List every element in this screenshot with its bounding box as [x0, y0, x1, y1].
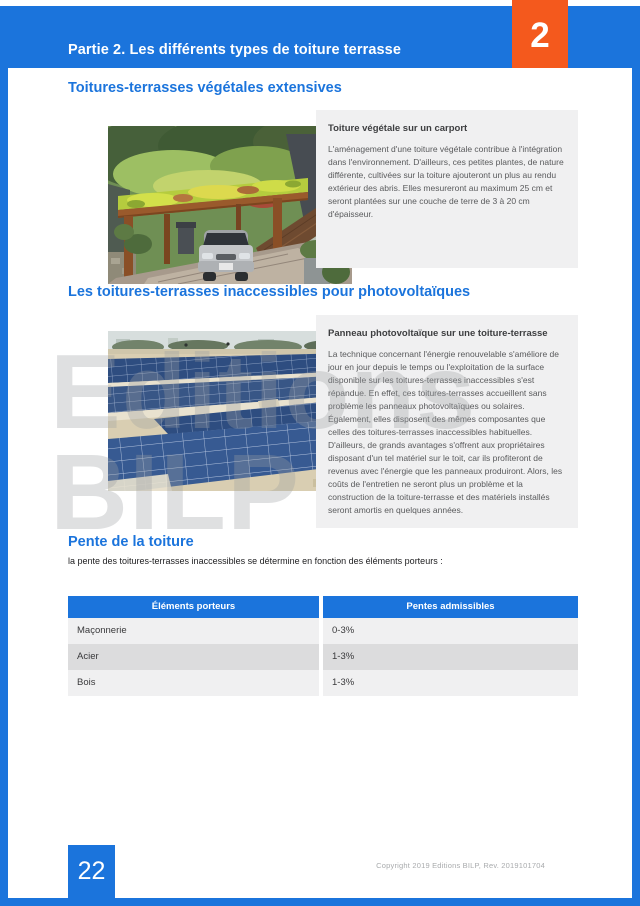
page-border-bottom [0, 898, 640, 906]
chapter-number: 2 [530, 16, 550, 55]
pente-table: Éléments porteurs Pentes admissibles Maç… [68, 596, 578, 696]
callout-title: Panneau photovoltaïque sur une toiture-t… [328, 328, 548, 339]
callout-body: La technique concernant l'énergie renouv… [328, 348, 563, 515]
page-number-badge: 22 [68, 845, 115, 898]
table-header-elements-porteurs: Éléments porteurs [68, 596, 319, 618]
carport-green-roof-photo [108, 126, 352, 284]
callout-box-toiture-vegetale: Toiture végétale sur un carport L'aménag… [316, 110, 578, 268]
table-cell-bois: Bois [68, 670, 319, 696]
table-cell-maconnerie: Maçonnerie [68, 618, 319, 644]
chapter-number-badge: 2 [512, 0, 568, 68]
page-number: 22 [77, 857, 106, 885]
callout-title: Toiture végétale sur un carport [328, 123, 468, 134]
page-border-right [632, 6, 640, 906]
table-header-pentes-admissibles: Pentes admissibles [323, 596, 578, 618]
solar-panels-illustration [108, 331, 352, 491]
callout-box-photovoltaique: Panneau photovoltaïque sur une toiture-t… [316, 315, 578, 528]
copyright-text: Copyright 2019 Editions BILP, Rev. 20191… [376, 861, 545, 870]
table-cell-acier-pente: 1-3% [323, 644, 578, 670]
section-heading-toitures-vegetales: Toitures-terrasses végétales extensives [68, 80, 342, 96]
callout-body: L'aménagement d'une toiture végétale con… [328, 143, 564, 219]
solar-panels-photo [108, 331, 352, 491]
section-heading-pente: Pente de la toiture [68, 534, 194, 550]
table-cell-bois-pente: 1-3% [323, 670, 578, 696]
section-heading-photovoltaiques: Les toitures-terrasses inaccessibles pou… [68, 284, 471, 300]
pente-intro-text: la pente des toitures-terrasses inaccess… [68, 556, 443, 566]
table-cell-maconnerie-pente: 0-3% [323, 618, 578, 644]
page-border-left [0, 6, 8, 906]
chapter-title: Partie 2. Les différents types de toitur… [68, 42, 401, 58]
table-cell-acier: Acier [68, 644, 319, 670]
